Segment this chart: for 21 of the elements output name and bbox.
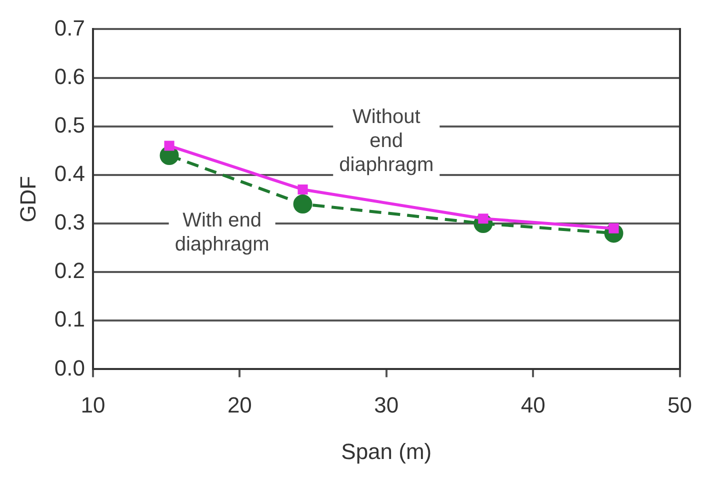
x-tick-label: 50 [668, 392, 692, 418]
series-label: With end diaphragm [174, 210, 270, 256]
x-axis-title: Span (m) [341, 438, 432, 464]
x-tick-label: 10 [80, 392, 106, 418]
point [293, 194, 312, 214]
y-tick-label: 0.6 [54, 64, 85, 89]
y-tick-label: 0.3 [54, 210, 85, 235]
y-tick-label: 0.1 [54, 306, 85, 332]
y-tick-label: 0.7 [54, 15, 85, 40]
y-tick-label: 0.0 [54, 355, 85, 380]
y-axis-title: GDF [15, 176, 40, 222]
x-tick-label: 30 [374, 392, 399, 418]
y-tick-label: 0.4 [54, 160, 85, 186]
series-label: Without end diaphragm [339, 106, 434, 176]
x-tick-label: 20 [227, 392, 252, 418]
y-tick-label: 0.5 [54, 112, 85, 138]
point [164, 140, 174, 151]
point [608, 223, 619, 234]
point [298, 184, 308, 195]
y-tick-label: 0.2 [54, 258, 85, 284]
x-tick-label: 40 [520, 392, 546, 418]
